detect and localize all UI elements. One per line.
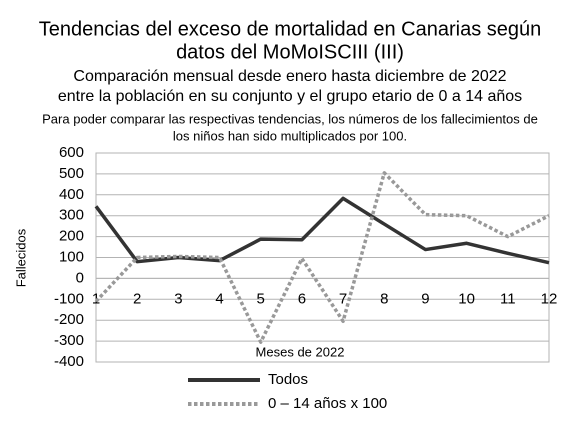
chart-title: Tendencias del exceso de mortalidad en C… (39, 18, 542, 40)
y-tick-label: 300 (59, 207, 84, 224)
y-tick-label: 200 (59, 228, 84, 245)
y-tick-label: 400 (59, 186, 84, 203)
x-tick-label: 7 (339, 290, 347, 307)
x-tick-label: 5 (257, 290, 265, 307)
y-tick-label: -300 (54, 332, 84, 349)
y-tick-label: -100 (54, 290, 84, 307)
x-tick-label: 10 (458, 290, 475, 307)
chart-title: datos del MoMoISCIII (III) (176, 41, 404, 63)
x-tick-label: 6 (298, 290, 306, 307)
x-tick-label: 12 (541, 290, 558, 307)
x-tick-label: 4 (215, 290, 223, 307)
legend-label: 0 – 14 años x 100 (268, 395, 387, 412)
x-tick-label: 9 (421, 290, 429, 307)
legend-label: Todos (268, 371, 308, 388)
y-tick-label: 600 (59, 144, 84, 161)
y-tick-label: -400 (54, 353, 84, 370)
x-tick-label: 11 (500, 290, 516, 307)
y-tick-label: 0 (76, 269, 84, 286)
x-axis-label: Meses de 2022 (256, 344, 345, 359)
y-tick-label: 500 (59, 165, 84, 182)
y-tick-label: 100 (59, 248, 84, 265)
chart-note: los niños han sido multiplicados por 100… (173, 128, 407, 143)
y-tick-label: -200 (54, 311, 84, 328)
series-line (94, 196, 550, 265)
plot-border (95, 152, 550, 363)
chart-subtitle: entre la población en su conjunto y el g… (58, 88, 522, 105)
x-tick-label: 2 (133, 290, 141, 307)
y-axis-label: Fallecidos (13, 228, 28, 287)
chart-subtitle: Comparación mensual desde enero hasta di… (73, 68, 506, 85)
series-line (94, 171, 550, 344)
chart-note: Para poder comparar las respectivas tend… (42, 111, 538, 126)
x-tick-label: 3 (174, 290, 182, 307)
x-tick-label: 8 (380, 290, 388, 307)
